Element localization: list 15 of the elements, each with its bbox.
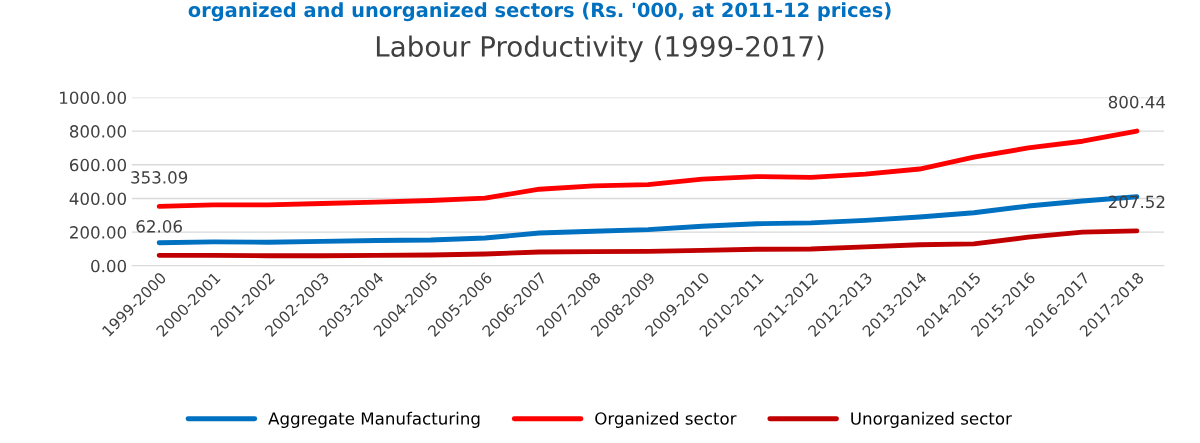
data-label: 207.52 [1108,195,1165,209]
legend-label: Unorganized sector [851,411,1012,428]
data-label: 800.44 [1108,95,1166,109]
chart-subtitle: organized and unorganized sectors (Rs. '000, at 2011-12 prices) [188,2,891,22]
data-label: 62.06 [136,220,182,233]
legend-label: Organized sector [595,411,737,428]
y-tick-label: 200.00 [70,226,127,239]
y-tick-label: 600.00 [69,158,127,172]
legend-label: Aggregate Manufacturing [268,411,480,428]
y-tick-label: 400.00 [69,192,127,206]
data-label: 353.09 [131,171,188,184]
y-tick-label: 800.00 [69,125,127,138]
y-tick-label: 1000.00 [60,91,127,105]
y-tick-label: 0.00 [91,259,127,273]
chart-title: Labour Productivity (1999-2017) [376,35,824,63]
